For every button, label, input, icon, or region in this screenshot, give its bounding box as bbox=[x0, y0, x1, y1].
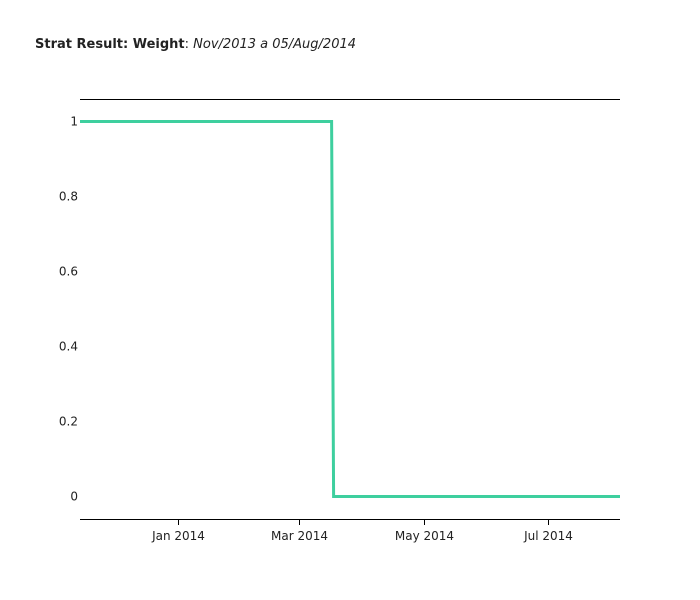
chart-title-separator: : bbox=[184, 37, 190, 52]
x-axis: Jan 2014 Mar 2014 May 2014 Jul 2014 bbox=[151, 519, 573, 543]
x-tick-label: Jul 2014 bbox=[523, 529, 573, 543]
y-tick-label: 1 bbox=[70, 115, 78, 129]
y-tick-label: 0.8 bbox=[59, 190, 78, 204]
chart-title-date-range: Nov/2013 a 05/Aug/2014 bbox=[193, 37, 357, 52]
y-tick-label: 0.6 bbox=[59, 265, 78, 279]
x-tick-label: Jan 2014 bbox=[151, 529, 205, 543]
x-tick-label: Mar 2014 bbox=[271, 529, 328, 543]
y-tick-label: 0.4 bbox=[59, 340, 78, 354]
y-axis: 1 0.8 0.6 0.4 0.2 0 bbox=[59, 115, 78, 504]
chart-title: Strat Result: Weight: Nov/2013 a 05/Aug/… bbox=[35, 37, 356, 52]
y-tick-label: 0.2 bbox=[59, 415, 78, 429]
y-tick-label: 0 bbox=[70, 490, 78, 504]
series-group bbox=[80, 120, 620, 498]
x-tick-label: May 2014 bbox=[395, 529, 454, 543]
series-line-weight bbox=[80, 120, 620, 498]
chart-title-bold: Strat Result: Weight bbox=[35, 37, 185, 52]
